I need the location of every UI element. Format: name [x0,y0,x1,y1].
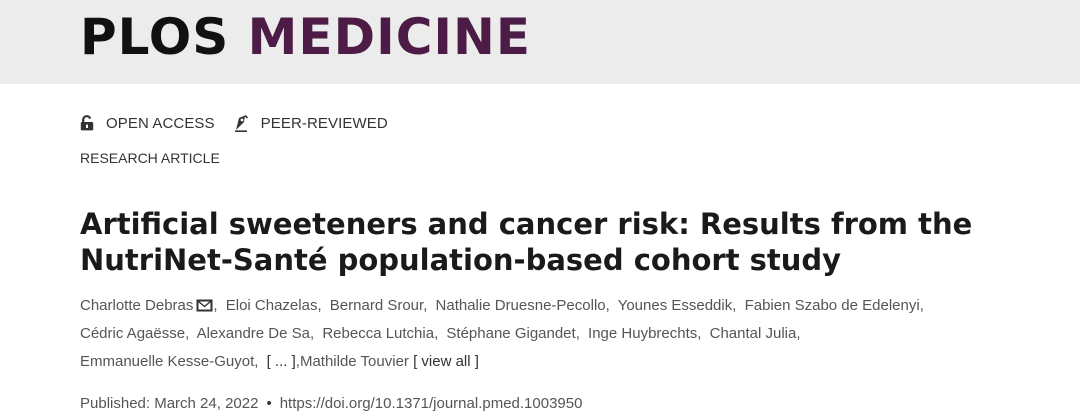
author-name[interactable]: Eloi Chazelas [225,297,318,314]
author-separator: , [919,297,924,314]
author-name[interactable]: Bernard Srour [329,297,424,314]
author-separator: , [732,297,737,314]
author-separator: , [605,297,610,314]
author-name[interactable]: Stéphane Gigandet [446,325,576,342]
author-separator: , [796,325,801,342]
author-name[interactable]: Younes Esseddik [617,297,733,314]
peer-reviewed-label: PEER-REVIEWED [260,114,388,132]
peer-reviewed-badge[interactable]: PEER-REVIEWED [233,114,388,132]
envelope-icon[interactable] [196,299,213,312]
author-name[interactable]: Emmanuelle Kesse-Guyot [80,353,255,370]
site-header: PLOS MEDICINE [0,0,1080,84]
author-line-1: Charlotte Debras, Eloi Chazelas, Bernard… [80,292,1070,320]
author-name[interactable]: Chantal Julia [709,325,797,342]
author-name[interactable]: Inge Huybrechts [588,325,698,342]
publication-info: Published: March 24, 2022 • https://doi.or… [80,395,582,412]
author-line-2: Cédric Agaësse, Alexandre De Sa, Rebecca… [80,320,1070,348]
author-name[interactable]: Mathilde Touvier [299,353,409,370]
doi-link[interactable]: https://doi.org/10.1371/journal.pmed.100… [279,395,583,412]
author-separator: , [213,297,218,314]
article-title: Artificial sweeteners and cancer risk: R… [80,206,1070,278]
author-name[interactable]: Alexandre De Sa [196,325,310,342]
peer-reviewed-icon [234,114,248,132]
author-name[interactable]: Nathalie Druesne-Pecollo [435,297,606,314]
author-list: Charlotte Debras, Eloi Chazelas, Bernard… [80,292,1070,376]
logo-medicine: MEDICINE [247,8,531,66]
author-separator: , [185,325,190,342]
author-name[interactable]: Fabien Szabo de Edelenyi [744,297,920,314]
open-access-badge[interactable]: OPEN ACCESS [80,115,215,132]
open-access-label: OPEN ACCESS [106,114,215,132]
author-separator: , [309,325,315,342]
article-title-line-1: Artificial sweeteners and cancer risk: R… [80,207,973,241]
author-separator: , [434,325,439,342]
author-name[interactable]: Charlotte Debras [80,297,213,314]
author-separator: , [697,325,702,342]
author-separator: , [423,297,428,314]
published-date: Published: March 24, 2022 [80,395,259,412]
author-line-3: Emmanuelle Kesse-Guyot, [ ... ],Mathilde… [80,348,1070,376]
author-separator: , [254,353,259,370]
plos-medicine-logo[interactable]: PLOS MEDICINE [80,9,531,65]
bullet-separator: • [266,395,272,412]
author-separator: , [575,325,580,342]
open-lock-icon [80,115,94,131]
view-all-authors-link[interactable]: [ view all ] [413,353,479,370]
author-name[interactable]: Cédric Agaësse [80,325,186,342]
logo-plos: PLOS [80,8,230,66]
show-more-authors-link[interactable]: [ ... ] [266,353,296,370]
author-separator: , [295,353,300,370]
article-title-line-2: NutriNet-Santé population-based cohort s… [80,243,842,277]
article-badges: OPEN ACCESS PEER-REVIEWED [80,113,406,133]
author-separator: , [317,297,322,314]
article-type-label: RESEARCH ARTICLE [80,150,220,166]
author-name[interactable]: Rebecca Lutchia [322,325,435,342]
